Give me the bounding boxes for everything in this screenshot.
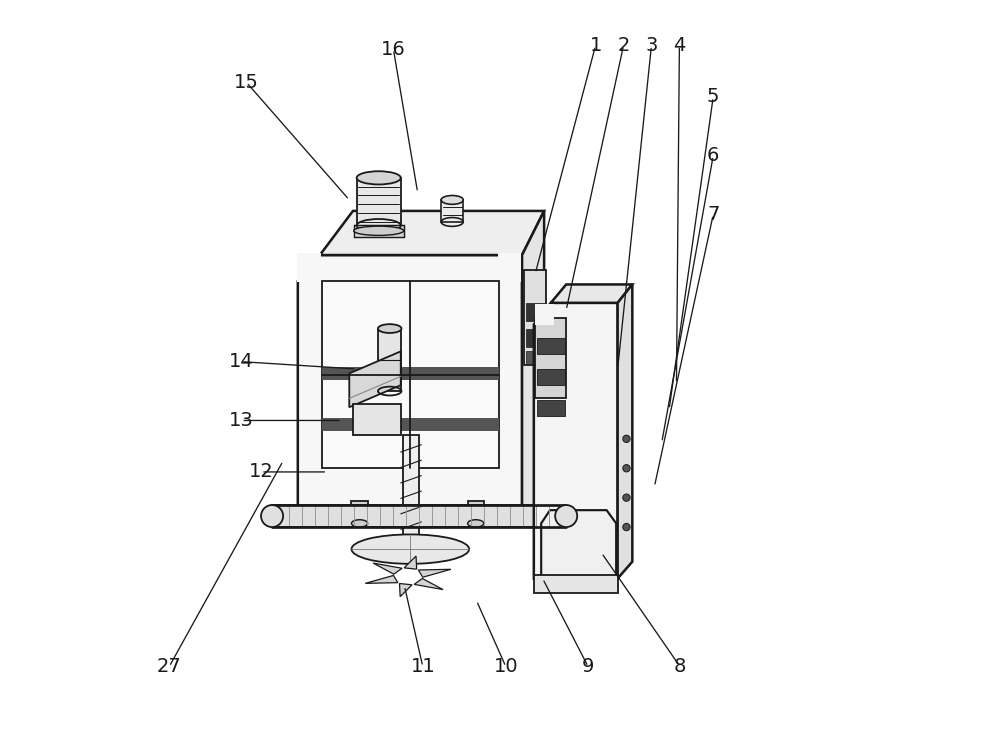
Bar [322, 418, 499, 431]
Ellipse shape [354, 226, 404, 235]
Text: 15: 15 [234, 73, 259, 92]
Bar [524, 270, 546, 365]
Bar [322, 280, 499, 468]
Polygon shape [414, 579, 443, 590]
Bar [498, 253, 521, 282]
Polygon shape [522, 211, 544, 523]
Text: 4: 4 [673, 36, 686, 55]
Text: 2: 2 [617, 36, 630, 55]
Bar [537, 400, 565, 416]
Ellipse shape [623, 435, 630, 443]
Polygon shape [404, 556, 417, 569]
Ellipse shape [468, 520, 484, 527]
Polygon shape [541, 510, 616, 579]
Polygon shape [298, 255, 522, 523]
Bar [403, 435, 419, 560]
Text: 7: 7 [707, 205, 719, 224]
Bar [468, 501, 484, 523]
Text: 8: 8 [674, 658, 686, 676]
Polygon shape [373, 563, 402, 574]
Bar [322, 367, 499, 380]
Text: 27: 27 [157, 658, 182, 676]
Bar [297, 253, 321, 282]
Bar [537, 338, 565, 354]
Text: 14: 14 [229, 352, 254, 371]
Bar [537, 369, 565, 385]
Bar [526, 328, 545, 347]
Text: 13: 13 [229, 411, 254, 430]
Text: 9: 9 [582, 658, 594, 676]
Bar [526, 303, 545, 321]
Ellipse shape [357, 171, 401, 184]
Polygon shape [534, 303, 618, 579]
Bar [272, 505, 566, 527]
Polygon shape [618, 284, 632, 579]
Text: 1: 1 [589, 36, 602, 55]
Bar [535, 317, 566, 399]
Polygon shape [399, 584, 412, 596]
Bar [535, 304, 554, 325]
Polygon shape [534, 284, 632, 325]
Ellipse shape [623, 465, 630, 472]
Bar [534, 575, 618, 593]
Text: 6: 6 [707, 146, 719, 165]
Bar [351, 501, 368, 523]
Polygon shape [365, 576, 398, 583]
Ellipse shape [351, 520, 368, 527]
Polygon shape [349, 351, 401, 407]
Text: 5: 5 [707, 88, 719, 106]
Ellipse shape [351, 534, 469, 564]
Text: 12: 12 [249, 463, 273, 481]
Ellipse shape [555, 505, 577, 527]
Polygon shape [320, 211, 544, 255]
Text: 16: 16 [381, 40, 406, 59]
Bar [354, 225, 404, 237]
Ellipse shape [261, 505, 283, 527]
Ellipse shape [623, 523, 630, 531]
Text: 3: 3 [645, 36, 658, 55]
Bar [441, 200, 463, 222]
Bar [526, 351, 545, 364]
Polygon shape [418, 569, 451, 577]
Ellipse shape [378, 324, 401, 333]
Ellipse shape [441, 196, 463, 204]
Text: 10: 10 [494, 658, 518, 676]
Bar [357, 178, 401, 226]
Text: 11: 11 [410, 658, 435, 676]
Bar [378, 328, 401, 391]
Polygon shape [353, 404, 401, 435]
Ellipse shape [623, 494, 630, 501]
